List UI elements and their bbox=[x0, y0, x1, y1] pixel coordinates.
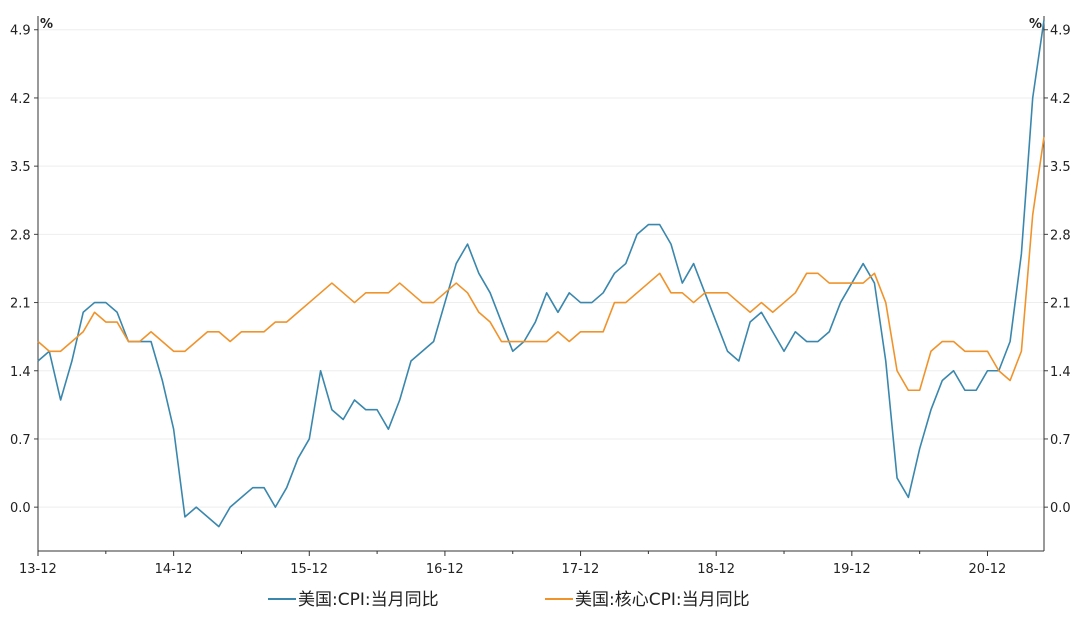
y-tick-label-right: 4.2 bbox=[1050, 92, 1071, 107]
y-tick-label-left: 1.4 bbox=[10, 365, 31, 380]
x-tick-label: 20-12 bbox=[968, 562, 1006, 577]
y-tick-label-right: 0.0 bbox=[1050, 501, 1071, 516]
legend-label-1: 美国:CPI:当月同比 bbox=[298, 590, 439, 610]
x-tick-label: 14-12 bbox=[155, 562, 193, 577]
x-tick-label: 19-12 bbox=[833, 562, 871, 577]
y-unit-left: % bbox=[40, 17, 53, 32]
y-tick-label-left: 2.1 bbox=[10, 297, 31, 312]
series-line-2 bbox=[37, 136, 1045, 392]
axes: 0.0 0.0 0.7 0.7 1.4 1.4 2.1 2.1 2.8 2.8 3.5 3.5 4.2 4… bbox=[10, 16, 1071, 577]
y-tick-label-right: 1.4 bbox=[1050, 365, 1071, 380]
y-tick-label-left: 0.7 bbox=[10, 433, 31, 448]
gridlines bbox=[38, 29, 1044, 508]
x-tick-label: 16-12 bbox=[426, 562, 464, 577]
legend: 美国:CPI:当月同比 美国:核心CPI:当月同比 bbox=[268, 590, 750, 610]
y-tick-label-left: 4.9 bbox=[10, 24, 31, 39]
y-tick-label-right: 2.8 bbox=[1050, 228, 1071, 243]
y-unit-right: % bbox=[1029, 17, 1042, 32]
y-tick-label-left: 2.8 bbox=[10, 228, 31, 243]
series-lines bbox=[37, 19, 1045, 528]
x-tick-label: 15-12 bbox=[290, 562, 328, 577]
x-tick-label: 17-12 bbox=[562, 562, 600, 577]
y-tick-label-right: 3.5 bbox=[1050, 160, 1071, 175]
y-tick-label-left: 4.2 bbox=[10, 92, 31, 107]
y-tick-label-left: 0.0 bbox=[10, 501, 31, 516]
y-tick-label-right: 4.9 bbox=[1050, 24, 1071, 39]
legend-label-2: 美国:核心CPI:当月同比 bbox=[575, 590, 750, 610]
x-tick-label: 18-12 bbox=[697, 562, 735, 577]
y-tick-label-right: 2.1 bbox=[1050, 297, 1071, 312]
y-tick-label-left: 3.5 bbox=[10, 160, 31, 175]
x-tick-label: 13-12 bbox=[19, 562, 57, 577]
series-line-1 bbox=[37, 19, 1045, 528]
y-tick-label-right: 0.7 bbox=[1050, 433, 1071, 448]
